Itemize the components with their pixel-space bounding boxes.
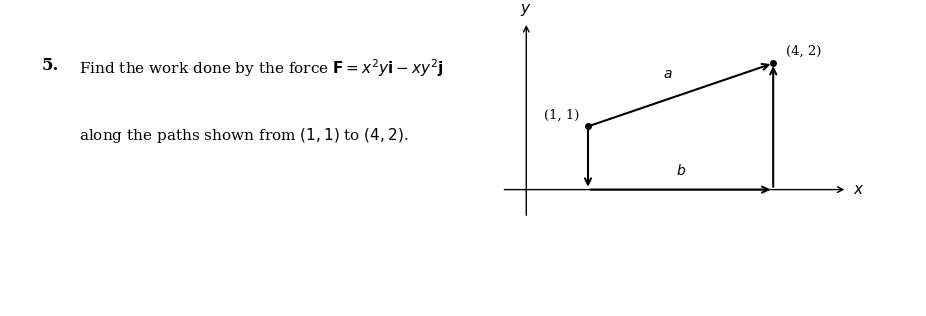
Text: (1, 1): (1, 1): [544, 108, 579, 121]
Text: $a$: $a$: [663, 67, 673, 81]
Text: $y$: $y$: [520, 2, 532, 18]
Text: $x$: $x$: [854, 183, 865, 197]
Text: along the paths shown from $(1, 1)$ to $(4, 2)$.: along the paths shown from $(1, 1)$ to $…: [79, 126, 408, 145]
Text: (4, 2): (4, 2): [785, 45, 821, 58]
Text: 5.: 5.: [42, 57, 59, 74]
Text: Find the work done by the force $\mathbf{F} = x^2y\mathbf{i} - xy^2\mathbf{j}$: Find the work done by the force $\mathbf…: [79, 57, 444, 79]
Text: $b$: $b$: [676, 163, 685, 178]
